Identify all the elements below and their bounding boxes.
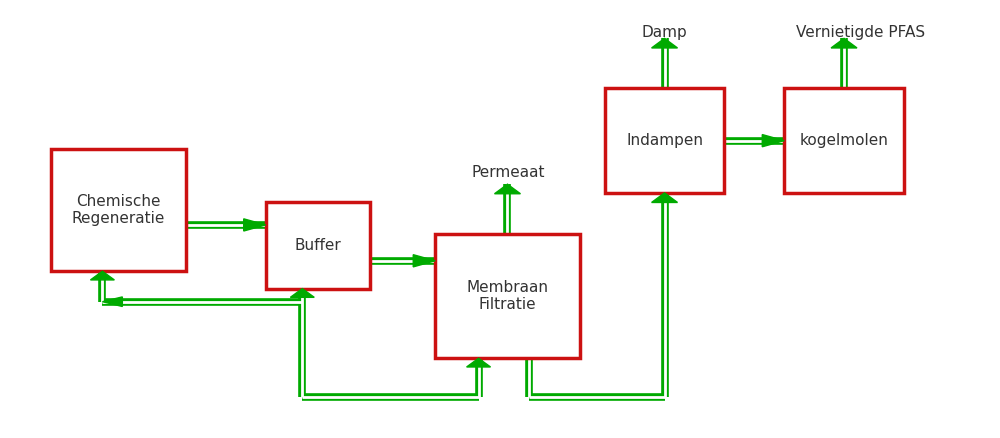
- Polygon shape: [90, 271, 114, 280]
- Polygon shape: [244, 219, 266, 231]
- Text: Chemische
Regeneratie: Chemische Regeneratie: [72, 194, 165, 226]
- Text: Indampen: Indampen: [626, 133, 703, 148]
- Polygon shape: [495, 184, 520, 194]
- Bar: [605, 88, 724, 193]
- Bar: [435, 234, 580, 358]
- Polygon shape: [652, 193, 678, 202]
- Text: Buffer: Buffer: [295, 237, 341, 253]
- Bar: [266, 201, 370, 289]
- Text: Permeaat: Permeaat: [471, 165, 545, 180]
- Bar: [784, 88, 904, 193]
- Bar: [51, 149, 186, 271]
- Polygon shape: [102, 297, 122, 307]
- Text: Membraan
Filtratie: Membraan Filtratie: [466, 280, 548, 312]
- Polygon shape: [467, 358, 491, 367]
- Polygon shape: [413, 254, 435, 267]
- Text: Vernietigde PFAS: Vernietigde PFAS: [796, 25, 926, 40]
- Polygon shape: [762, 134, 784, 147]
- Polygon shape: [652, 39, 678, 48]
- Text: Damp: Damp: [642, 25, 687, 40]
- Text: kogelmolen: kogelmolen: [800, 133, 888, 148]
- Polygon shape: [831, 39, 857, 48]
- Polygon shape: [290, 289, 314, 297]
